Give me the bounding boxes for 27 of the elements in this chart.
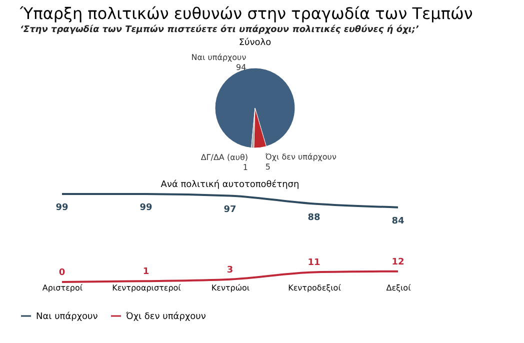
data-label: 88 — [308, 212, 320, 223]
chart-title: Ύπαρξη πολιτικών ευθυνών στην τραγωδία των Τεμπών — [19, 4, 473, 23]
data-label: 0 — [58, 268, 66, 278]
chart-title: Ανά πολιτική αυτοτοποθέτηση — [160, 179, 300, 190]
x-tick-label: Κεντροδεξιοί — [288, 284, 342, 292]
data-label: 84 — [392, 216, 404, 226]
slice-label: ΔΓ/ΔΑ (αυθ) — [200, 152, 248, 162]
data-label: 1 — [142, 267, 150, 278]
x-tick-label: Κεντρώοι — [211, 284, 250, 292]
chart-subtitle: ‘Στην τραγωδία των Τεμπών πιστεύετε ότι υπάρχουν πολιτικές ευθύνες ή όχι;’ — [20, 24, 420, 35]
x-tick-label: Κεντροαριστεροί — [112, 284, 182, 292]
data-label: 99 — [140, 203, 152, 213]
data-label: 1 — [242, 162, 248, 172]
data-label: 11 — [308, 258, 320, 268]
data-label: 97 — [224, 204, 236, 215]
legend-label: Ναι υπάρχουν — [36, 311, 98, 322]
data-label: 99 — [56, 203, 68, 213]
slice-label: Ναι υπάρχουν — [191, 53, 247, 62]
x-tick-label: Δεξιοί — [386, 284, 412, 292]
data-label: 12 — [392, 257, 404, 268]
data-label: 3 — [226, 265, 234, 276]
data-label: 5 — [265, 162, 270, 172]
text: Σύνολο — [238, 37, 272, 48]
legend-label: Όχι δεν υπάρχουν — [125, 311, 206, 322]
slice-label: Όχι δεν υπάρχουν — [264, 152, 337, 162]
data-label: 94 — [236, 63, 246, 72]
x-tick-label: Αριστεροί — [42, 284, 83, 292]
